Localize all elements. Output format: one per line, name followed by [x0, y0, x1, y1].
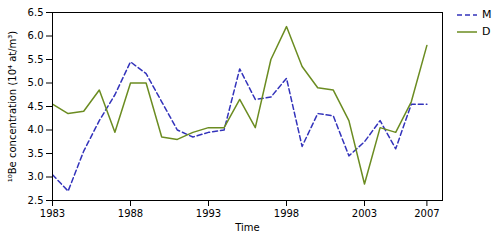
svg-text:3.0: 3.0 [28, 171, 44, 182]
svg-text:6.5: 6.5 [28, 7, 44, 18]
svg-text:5.0: 5.0 [28, 77, 44, 88]
svg-text:2.5: 2.5 [28, 195, 44, 206]
html-text:D: D [482, 25, 491, 38]
svg-text:¹⁰Be concentration (10⁴ at/m³): ¹⁰Be concentration (10⁴ at/m³) [7, 31, 18, 183]
svg-text:1993: 1993 [196, 208, 221, 219]
svg-text:4.5: 4.5 [28, 101, 44, 112]
svg-text:3.5: 3.5 [28, 148, 44, 159]
svg-text:5.5: 5.5 [28, 54, 44, 65]
svg-text:1983: 1983 [40, 208, 65, 219]
svg-text:6.0: 6.0 [28, 30, 44, 41]
svg-text:2007: 2007 [414, 208, 439, 219]
html-text:M: M [482, 8, 492, 21]
svg-text:2003: 2003 [352, 208, 377, 219]
svg-text:1988: 1988 [118, 208, 143, 219]
svg-text:4.0: 4.0 [28, 124, 44, 135]
svg-text:1998: 1998 [274, 208, 299, 219]
svg-text:Time: Time [234, 222, 259, 233]
